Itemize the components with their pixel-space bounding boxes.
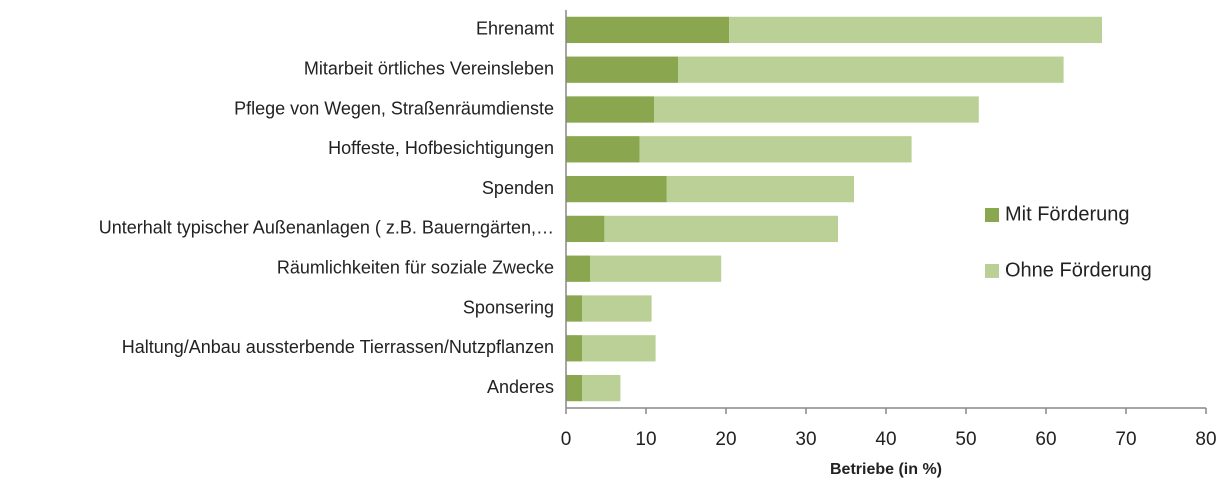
x-tick-label: 20 — [715, 429, 736, 450]
legend-swatch — [985, 264, 999, 278]
bar — [678, 56, 1064, 83]
y-tick-label: Hoffeste, Hofbesichtigungen — [328, 138, 554, 158]
y-tick-label: Spenden — [482, 178, 554, 198]
bar — [729, 16, 1102, 44]
x-tick-label: 80 — [1195, 429, 1216, 450]
bar — [566, 136, 640, 163]
bar — [590, 255, 722, 282]
x-tick-label: 60 — [1035, 429, 1056, 450]
bar — [566, 175, 667, 203]
bar — [566, 295, 582, 322]
bar — [639, 136, 912, 163]
bar — [582, 335, 656, 362]
x-tick-label: 50 — [955, 429, 976, 450]
bar — [666, 175, 854, 203]
bar — [566, 96, 654, 123]
y-tick-label: Ehrenamt — [476, 19, 554, 39]
bar — [566, 215, 605, 243]
x-tick-label: 30 — [795, 429, 816, 450]
x-tick-label: 40 — [875, 429, 896, 450]
legend-swatch — [985, 208, 999, 222]
y-tick-label: Pflege von Wegen, Straßenräumdienste — [234, 98, 554, 118]
y-tick-label: Räumlichkeiten für soziale Zwecke — [277, 257, 554, 277]
y-tick-label: Mitarbeit örtliches Vereinsleben — [304, 58, 554, 78]
y-tick-label: Unterhalt typischer Außenanlagen ( z.B. … — [99, 218, 554, 238]
y-tick-label: Haltung/Anbau aussterbende Tierrassen/Nu… — [122, 337, 554, 357]
bar — [604, 215, 838, 243]
legend-label: Ohne Förderung — [1005, 259, 1152, 281]
bar — [566, 16, 730, 44]
x-axis-title: Betriebe (in %) — [830, 461, 942, 478]
bar — [566, 56, 678, 83]
y-tick-label: Anderes — [487, 377, 554, 397]
legend-label: Mit Förderung — [1005, 203, 1130, 225]
bar — [566, 335, 582, 362]
x-tick-label: 70 — [1115, 429, 1136, 450]
x-tick-label: 10 — [635, 429, 656, 450]
bar — [582, 295, 652, 322]
y-tick-label: Sponsering — [463, 297, 554, 317]
x-tick-label: 0 — [561, 429, 572, 450]
bar — [582, 374, 621, 402]
bar — [566, 374, 582, 402]
bar — [654, 96, 979, 123]
bar — [566, 255, 590, 282]
